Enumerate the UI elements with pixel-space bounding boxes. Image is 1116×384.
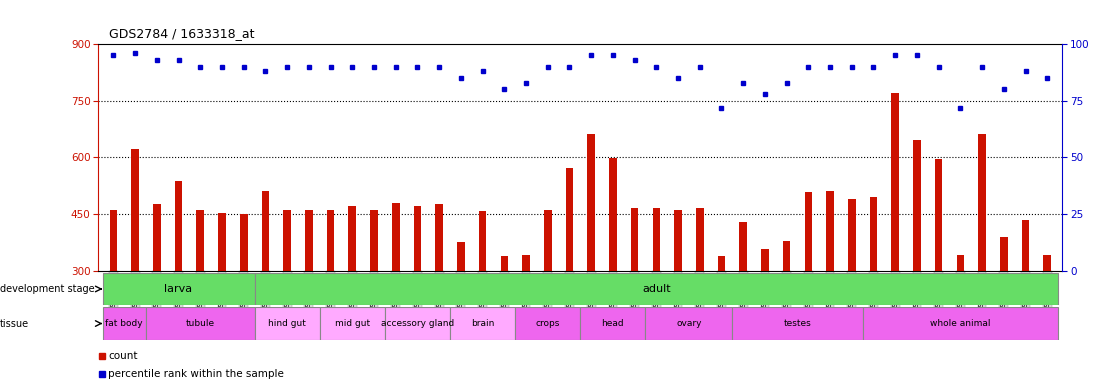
- Bar: [805, 192, 812, 271]
- Bar: [371, 210, 378, 271]
- Bar: [240, 214, 248, 271]
- Bar: [348, 206, 356, 271]
- Bar: [103, 273, 254, 305]
- Bar: [103, 307, 146, 340]
- Text: head: head: [602, 319, 624, 328]
- Bar: [175, 181, 182, 271]
- Text: larva: larva: [164, 284, 193, 294]
- Text: ovary: ovary: [676, 319, 702, 328]
- Text: crops: crops: [536, 319, 560, 328]
- Text: testes: testes: [783, 319, 811, 328]
- Bar: [1022, 220, 1029, 271]
- Bar: [782, 241, 790, 271]
- Bar: [219, 213, 225, 271]
- Bar: [153, 204, 161, 271]
- Bar: [609, 158, 617, 271]
- Bar: [740, 222, 747, 271]
- Bar: [580, 307, 645, 340]
- Text: whole animal: whole animal: [930, 319, 991, 328]
- Text: GDS2784 / 1633318_at: GDS2784 / 1633318_at: [109, 27, 254, 40]
- Bar: [283, 210, 291, 271]
- Bar: [892, 93, 899, 271]
- Text: count: count: [108, 351, 137, 361]
- Bar: [500, 257, 508, 271]
- Text: brain: brain: [471, 319, 494, 328]
- Bar: [935, 159, 942, 271]
- Text: tubule: tubule: [185, 319, 215, 328]
- Bar: [254, 307, 319, 340]
- Text: fat body: fat body: [105, 319, 143, 328]
- Bar: [327, 210, 335, 271]
- Text: adult: adult: [642, 284, 671, 294]
- Bar: [696, 209, 703, 271]
- Text: accessory gland: accessory gland: [381, 319, 454, 328]
- Bar: [979, 134, 985, 271]
- Text: development stage: development stage: [0, 284, 95, 294]
- Bar: [319, 307, 385, 340]
- Bar: [385, 307, 450, 340]
- Bar: [863, 307, 1058, 340]
- Bar: [674, 210, 682, 271]
- Bar: [1043, 255, 1051, 271]
- Bar: [869, 197, 877, 271]
- Bar: [1000, 237, 1008, 271]
- Text: tissue: tissue: [0, 318, 29, 329]
- Bar: [450, 307, 516, 340]
- Bar: [132, 149, 138, 271]
- Bar: [261, 191, 269, 271]
- Text: percentile rank within the sample: percentile rank within the sample: [108, 369, 283, 379]
- Bar: [522, 255, 530, 271]
- Bar: [516, 307, 580, 340]
- Bar: [653, 209, 661, 271]
- Bar: [435, 204, 443, 271]
- Bar: [479, 212, 487, 271]
- Bar: [631, 208, 638, 271]
- Bar: [732, 307, 863, 340]
- Bar: [566, 168, 574, 271]
- Bar: [146, 307, 254, 340]
- Bar: [543, 210, 551, 271]
- Bar: [414, 206, 421, 271]
- Bar: [718, 257, 725, 271]
- Bar: [587, 134, 595, 271]
- Text: hind gut: hind gut: [268, 319, 306, 328]
- Bar: [254, 273, 1058, 305]
- Bar: [305, 210, 312, 271]
- Bar: [109, 210, 117, 271]
- Bar: [848, 199, 856, 271]
- Bar: [826, 191, 834, 271]
- Bar: [761, 249, 769, 271]
- Bar: [645, 307, 732, 340]
- Bar: [196, 210, 204, 271]
- Bar: [392, 203, 400, 271]
- Bar: [956, 255, 964, 271]
- Bar: [913, 141, 921, 271]
- Text: mid gut: mid gut: [335, 319, 369, 328]
- Bar: [458, 242, 464, 271]
